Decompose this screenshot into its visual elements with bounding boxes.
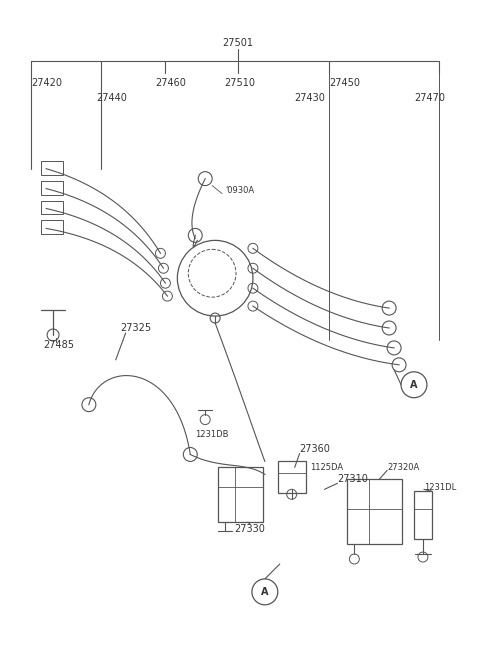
Text: 27420: 27420 <box>31 78 62 88</box>
Text: A: A <box>261 587 269 597</box>
Bar <box>41 221 63 235</box>
Text: 27485: 27485 <box>43 340 74 350</box>
Bar <box>348 480 402 544</box>
Bar <box>218 467 263 522</box>
Bar <box>41 161 63 175</box>
Text: 1231DL: 1231DL <box>424 483 456 492</box>
Bar <box>41 181 63 194</box>
Text: 1231DB: 1231DB <box>195 430 229 439</box>
Text: 27470: 27470 <box>414 93 445 103</box>
Text: 27510: 27510 <box>224 78 255 88</box>
Text: 27320A: 27320A <box>387 463 420 472</box>
Text: 27460: 27460 <box>156 78 186 88</box>
Text: 27310: 27310 <box>337 474 368 484</box>
Bar <box>414 491 432 539</box>
Text: 27440: 27440 <box>96 93 127 103</box>
Bar <box>278 461 306 493</box>
Text: '0930A: '0930A <box>225 186 254 195</box>
Text: A: A <box>410 380 418 390</box>
Bar <box>41 200 63 214</box>
Text: 27325: 27325 <box>120 323 152 333</box>
Circle shape <box>401 372 427 397</box>
Circle shape <box>252 579 278 605</box>
Text: 27430: 27430 <box>295 93 325 103</box>
Text: 27360: 27360 <box>300 445 331 455</box>
Text: 1125DA: 1125DA <box>310 463 343 472</box>
Text: 27501: 27501 <box>223 38 253 48</box>
Text: 27450: 27450 <box>329 78 360 88</box>
Text: 27330: 27330 <box>235 524 265 534</box>
